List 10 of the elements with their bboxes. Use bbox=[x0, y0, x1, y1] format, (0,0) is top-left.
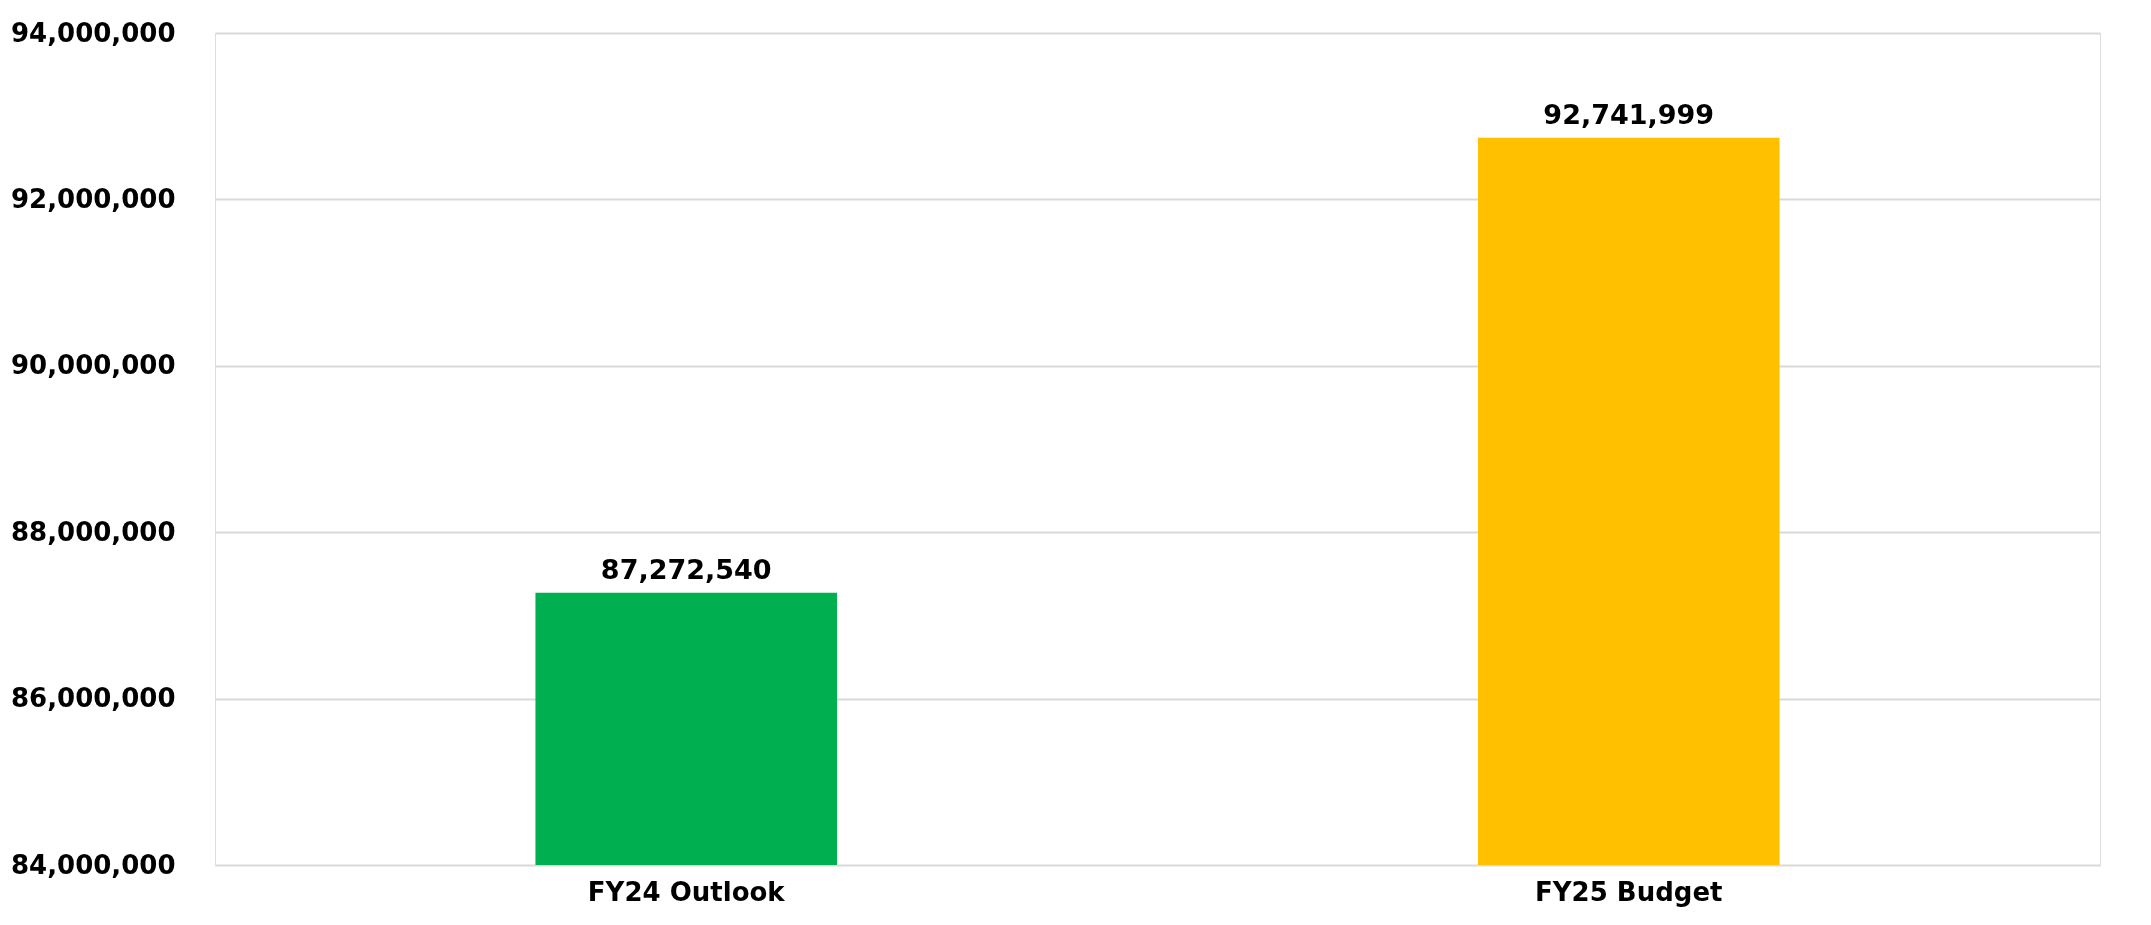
y-tick-label: 86,000,000 bbox=[11, 683, 176, 714]
data-label: 92,741,999 bbox=[1543, 98, 1715, 130]
y-tick-label: 88,000,000 bbox=[11, 516, 176, 547]
y-tick-label: 90,000,000 bbox=[11, 350, 176, 381]
data-label: 87,272,540 bbox=[600, 553, 772, 585]
y-tick-label: 92,000,000 bbox=[11, 183, 176, 214]
y-tick-label: 94,000,000 bbox=[11, 17, 176, 48]
x-tick-label: FY24 Outlook bbox=[587, 876, 786, 907]
y-tick-label: 84,000,000 bbox=[11, 849, 176, 880]
x-tick-label: FY25 Budget bbox=[1535, 876, 1723, 907]
